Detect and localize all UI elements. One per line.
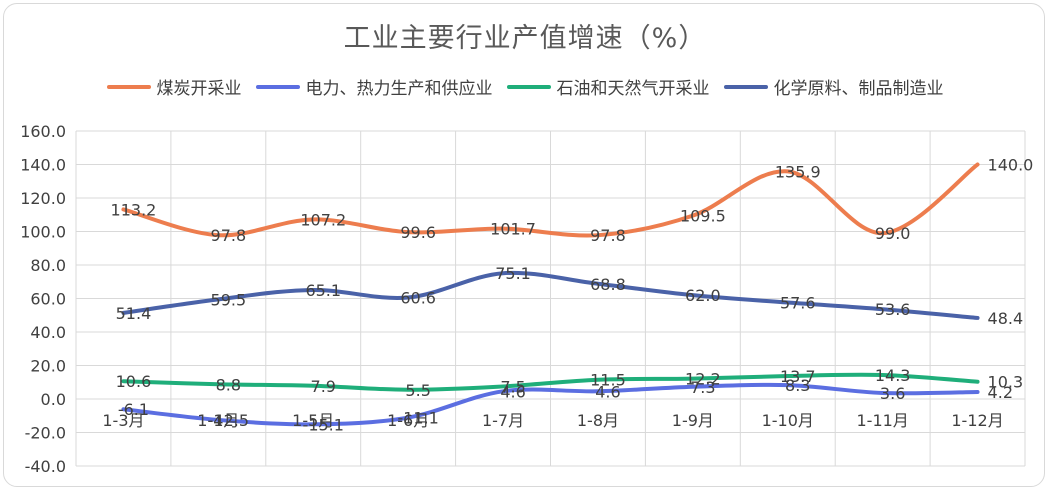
series-line <box>121 270 980 320</box>
data-label: 57.6 <box>780 294 816 313</box>
data-label: 12.2 <box>685 370 721 389</box>
y-tick-label: 0.0 <box>41 390 66 409</box>
data-label: 11.5 <box>590 371 626 390</box>
data-label: 62.0 <box>685 286 721 305</box>
data-label: 59.5 <box>211 290 247 309</box>
data-label: 8.8 <box>216 375 241 394</box>
y-tick-label: 60.0 <box>30 290 66 309</box>
legend-item: 电力、热力生产和供应业 <box>255 74 493 99</box>
y-tick-label: 160.0 <box>20 122 66 141</box>
legend-item: 化学原料、制品制造业 <box>723 74 944 99</box>
x-tick-label: 1-4月 <box>197 411 239 430</box>
legend-label: 石油和天然气开采业 <box>556 79 710 99</box>
data-label: 3.6 <box>880 384 905 403</box>
legend-swatch <box>506 84 551 89</box>
data-label: -12.5 <box>208 411 249 430</box>
series-line <box>121 162 980 238</box>
data-label: 97.8 <box>590 226 626 245</box>
data-label: 5.5 <box>405 381 430 400</box>
data-label: 48.4 <box>988 309 1024 328</box>
x-tick-label: 1-3月 <box>102 411 144 430</box>
data-label: -15.1 <box>303 415 344 434</box>
data-label: 8.3 <box>785 376 810 395</box>
chart-frame <box>3 3 1045 487</box>
data-label: 109.5 <box>680 207 726 226</box>
y-tick-label: 100.0 <box>20 223 66 242</box>
x-tick-label: 1-12月 <box>951 411 1003 430</box>
legend-label: 化学原料、制品制造业 <box>773 79 944 99</box>
data-label: 7.9 <box>311 377 336 396</box>
y-tick-label: -40.0 <box>25 457 66 476</box>
data-label: 53.6 <box>875 300 911 319</box>
data-label: 107.2 <box>300 210 346 229</box>
x-tick-label: 1-6月 <box>387 411 429 430</box>
legend-swatch <box>106 84 151 89</box>
data-label: 7.3 <box>690 378 715 397</box>
y-tick-label: 120.0 <box>20 189 66 208</box>
x-tick-label: 1-10月 <box>762 411 814 430</box>
y-tick-label: 20.0 <box>30 357 66 376</box>
legend-label: 电力、热力生产和供应业 <box>305 79 493 99</box>
data-label: 75.1 <box>495 264 531 283</box>
data-label: 97.8 <box>211 226 247 245</box>
x-tick-label: 1-5月 <box>292 411 334 430</box>
legend: 煤炭开采业 电力、热力生产和供应业 石油和天然气开采业 化学原料、制品制造业 <box>0 74 1050 99</box>
data-label: 51.4 <box>116 304 152 323</box>
series-line <box>121 372 980 392</box>
x-tick-label: 1-11月 <box>856 411 908 430</box>
data-label: 113.2 <box>111 200 157 219</box>
x-tick-label: 1-9月 <box>672 411 714 430</box>
data-label: 99.0 <box>875 224 911 243</box>
legend-swatch <box>255 84 300 89</box>
data-label: 101.7 <box>490 220 536 239</box>
y-tick-label: 40.0 <box>30 323 66 342</box>
y-tick-label: 140.0 <box>20 156 66 175</box>
x-tick-label: 1-8月 <box>577 411 619 430</box>
data-label: 140.0 <box>988 156 1034 175</box>
x-tick-label: 1-7月 <box>482 411 524 430</box>
data-label: -6.1 <box>118 400 149 419</box>
data-label: 99.6 <box>400 223 436 242</box>
data-label: 4.2 <box>988 383 1013 402</box>
legend-swatch <box>723 84 768 89</box>
y-tick-label: -20.0 <box>25 424 66 443</box>
chart-title: 工业主要行业产值增速（%） <box>343 23 707 54</box>
legend-item: 石油和天然气开采业 <box>506 74 710 99</box>
data-label: 4.6 <box>595 382 620 401</box>
legend-label: 煤炭开采业 <box>156 79 242 99</box>
data-label: 7.5 <box>500 377 525 396</box>
data-label: 14.3 <box>875 366 911 385</box>
data-label: 60.6 <box>400 288 436 307</box>
data-label: -11.1 <box>397 409 438 428</box>
data-label: 13.7 <box>780 367 816 386</box>
data-label: 65.1 <box>305 281 341 300</box>
data-label: 10.6 <box>116 372 152 391</box>
legend-item: 煤炭开采业 <box>106 74 242 99</box>
series-line <box>121 382 980 427</box>
data-label: 10.3 <box>988 373 1024 392</box>
y-tick-label: 80.0 <box>30 256 66 275</box>
data-label: 4.6 <box>500 382 525 401</box>
data-label: 68.8 <box>590 275 626 294</box>
data-label: 135.9 <box>775 162 821 181</box>
